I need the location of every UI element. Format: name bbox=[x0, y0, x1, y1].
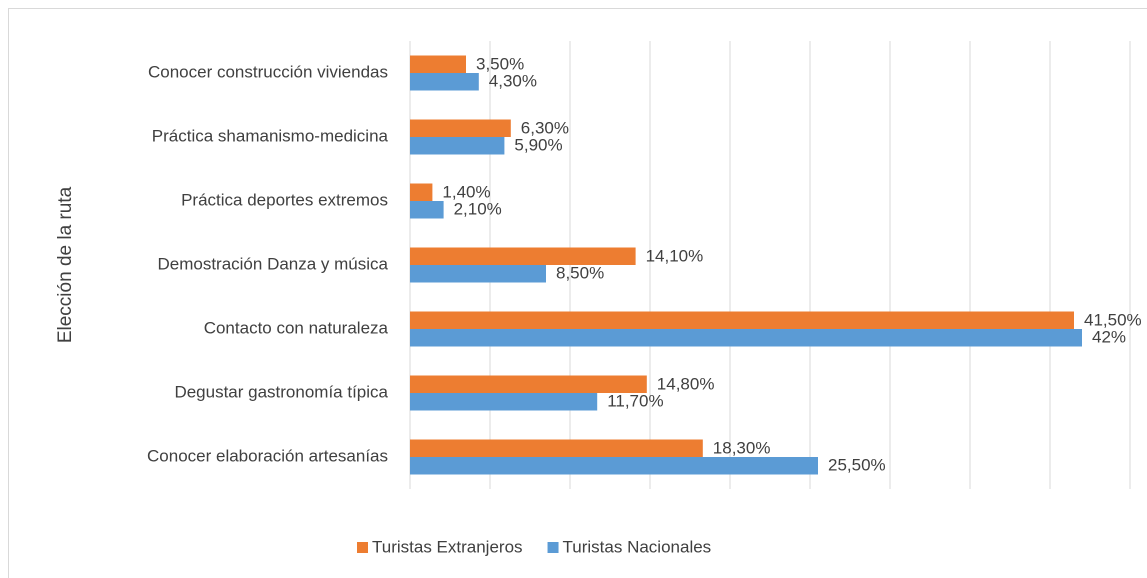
legend-label: Turistas Nacionales bbox=[563, 537, 712, 556]
data-label: 5,90% bbox=[514, 135, 562, 154]
data-label: 18,30% bbox=[713, 438, 771, 457]
y-tick-label: Conocer construcción viviendas bbox=[148, 62, 388, 81]
bar bbox=[410, 247, 636, 265]
data-label: 6,30% bbox=[521, 118, 569, 137]
data-label: 42% bbox=[1092, 327, 1126, 346]
y-tick-label: Demostración Danza y música bbox=[157, 254, 388, 273]
data-label: 14,10% bbox=[646, 246, 704, 265]
data-label: 1,40% bbox=[442, 182, 490, 201]
y-tick-label: Contacto con naturaleza bbox=[204, 318, 389, 337]
legend-swatch bbox=[547, 542, 559, 553]
y-tick-label: Práctica deportes extremos bbox=[181, 190, 388, 209]
data-label: 11,70% bbox=[607, 391, 663, 410]
bar bbox=[410, 393, 598, 411]
y-tick-label: Degustar gastronomía típica bbox=[174, 382, 388, 401]
bar bbox=[410, 329, 1082, 347]
chart-border bbox=[8, 8, 1147, 578]
bar bbox=[410, 73, 479, 91]
bar bbox=[410, 119, 511, 137]
data-label: 14,80% bbox=[657, 374, 715, 393]
y-axis-label: Elección de la ruta bbox=[55, 186, 76, 343]
data-label: 25,50% bbox=[828, 455, 886, 474]
data-label: 41,50% bbox=[1084, 310, 1142, 329]
bar bbox=[410, 137, 505, 155]
bar bbox=[410, 201, 444, 219]
legend-label: Turistas Extranjeros bbox=[372, 537, 523, 556]
data-label: 4,30% bbox=[489, 71, 537, 90]
bar bbox=[410, 265, 546, 283]
data-label: 2,10% bbox=[454, 199, 502, 218]
bar bbox=[410, 183, 433, 201]
legend-swatch bbox=[357, 542, 368, 553]
bar bbox=[410, 311, 1074, 329]
data-label: 3,50% bbox=[476, 54, 524, 73]
y-tick-label: Conocer elaboración artesanías bbox=[147, 446, 388, 465]
data-label: 8,50% bbox=[556, 263, 604, 282]
bar bbox=[410, 457, 818, 475]
bar bbox=[410, 439, 703, 457]
bar bbox=[410, 375, 647, 393]
y-tick-label: Práctica shamanismo-medicina bbox=[152, 126, 389, 145]
bar bbox=[410, 55, 466, 73]
